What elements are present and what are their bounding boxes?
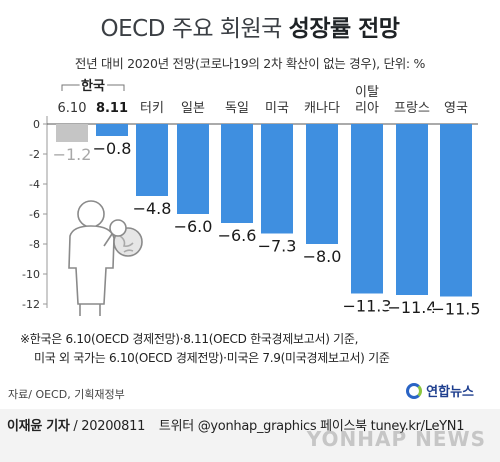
y-tick-label: -6	[29, 208, 40, 221]
watermark: YONHAP NEWS	[306, 427, 486, 451]
category-label: 이탈	[355, 85, 379, 100]
category-label: 6.10	[58, 101, 87, 116]
social-links: 트위터 @yonhap_graphics 페이스북 tuney.kr/LeYN1	[158, 419, 465, 434]
footnote-line-1: ※한국은 6.10(OECD 경제전망)·8.11(OECD 한국경제보고서) …	[20, 332, 359, 346]
footnote: ※한국은 6.10(OECD 경제전망)·8.11(OECD 한국경제보고서) …	[20, 330, 390, 368]
y-tick-label: -2	[29, 148, 40, 161]
chart-subtitle: 전년 대비 2020년 전망(코로나19의 2차 확산이 없는 경우), 단위:…	[74, 56, 426, 71]
bar-3	[177, 124, 209, 214]
data-label: −0.8	[93, 139, 132, 158]
data-label: −6.6	[218, 226, 257, 245]
y-tick-label: -4	[29, 178, 40, 191]
data-label: −1.2	[53, 145, 92, 164]
korea-group-bracket	[61, 84, 125, 91]
korea-group-label: 한국	[81, 78, 105, 94]
data-label: −11.3	[342, 297, 391, 316]
data-label: −8.0	[303, 247, 342, 266]
chart-title: OECD 주요 회원국 성장률 전망	[0, 9, 500, 43]
category-label: 미국	[265, 101, 289, 116]
data-label: −11.5	[431, 300, 480, 319]
bar-5	[261, 124, 293, 234]
y-tick-label: -12	[22, 298, 40, 311]
data-label: −6.0	[174, 217, 213, 236]
category-label: 일본	[181, 101, 205, 116]
data-label: −4.8	[133, 199, 172, 218]
bar-4	[221, 124, 253, 223]
bar-0	[56, 124, 88, 142]
category-label: 프랑스	[394, 101, 430, 116]
category-label: 독일	[225, 101, 249, 116]
bar-6	[306, 124, 338, 244]
category-label: 영국	[444, 101, 468, 116]
category-label: 캐나다	[304, 101, 340, 116]
category-label: 8.11	[96, 101, 128, 116]
y-tick-label: -8	[29, 238, 40, 251]
magnifier-figure-illustration	[68, 200, 143, 316]
category-label: 리아	[355, 101, 379, 116]
bar-9	[440, 124, 472, 297]
data-label: −11.4	[387, 298, 436, 317]
bar-7	[351, 124, 383, 294]
title-prefix: OECD 주요 회원국	[100, 16, 283, 42]
data-label: −7.3	[258, 237, 297, 256]
logo-text: 연합뉴스	[426, 385, 474, 400]
y-tick-label: -10	[22, 268, 40, 281]
credit-line: 이재윤 기자 / 20200811 트위터 @yonhap_graphics 페…	[7, 415, 465, 434]
credit-date: / 20200811	[73, 419, 146, 434]
footnote-line-2: 미국 외 국가는 6.10(OECD 경제전망)·미국은 7.9(미국경제보고서…	[34, 351, 390, 365]
bar-1	[96, 124, 128, 136]
yonhap-logo: 연합뉴스	[406, 381, 474, 400]
footer-bar: 이재윤 기자 / 20200811 트위터 @yonhap_graphics 페…	[0, 409, 500, 462]
source-text: 자료/ OECD, 기획재정부	[8, 388, 125, 401]
author-name: 이재윤 기자	[7, 419, 70, 434]
yonhap-logo-icon	[406, 382, 423, 399]
bar-8	[396, 124, 428, 295]
title-bold: 성장률 전망	[288, 16, 400, 42]
category-label: 터키	[140, 101, 164, 116]
y-tick-label: 0	[33, 118, 40, 131]
bar-2	[136, 124, 168, 196]
